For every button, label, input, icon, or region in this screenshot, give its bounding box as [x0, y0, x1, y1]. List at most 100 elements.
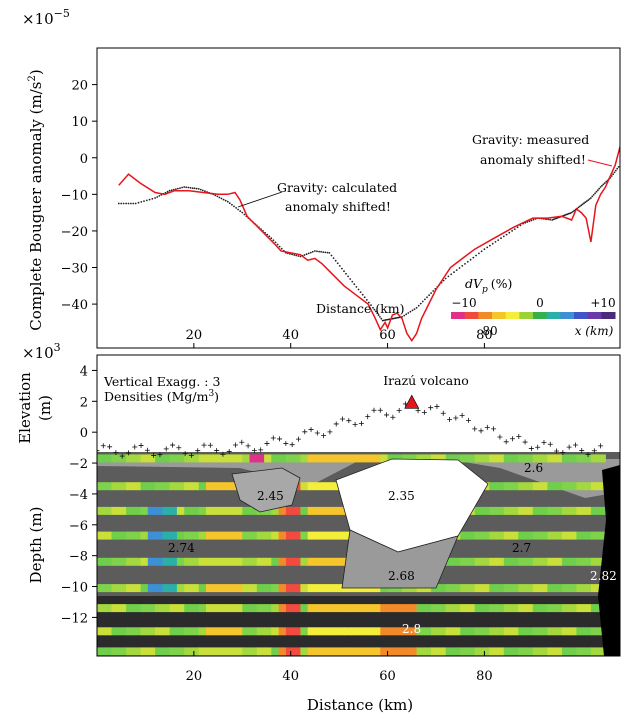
velocity-cell: [344, 647, 352, 655]
velocity-cell: [206, 627, 214, 635]
calculated-point: [146, 200, 148, 202]
velocity-cell: [475, 532, 483, 540]
velocity-cell: [468, 584, 476, 592]
density-label-2-6: 2.6: [524, 461, 543, 475]
calculated-point: [192, 187, 194, 189]
topo-marker: [371, 408, 376, 413]
calculated-point: [154, 197, 156, 199]
topo-marker: [466, 418, 471, 423]
velocity-cell: [242, 604, 250, 612]
topo-marker: [598, 443, 603, 448]
velocity-cell: [104, 532, 112, 540]
velocity-cell: [359, 647, 367, 655]
velocity-cell: [511, 558, 519, 566]
velocity-cell: [482, 532, 490, 540]
velocity-cell: [540, 532, 548, 540]
velocity-cell: [119, 558, 127, 566]
velocity-cell: [555, 604, 563, 612]
velocity-cell: [518, 647, 526, 655]
calculated-point: [353, 283, 355, 285]
top-y-tick-label: −40: [61, 298, 88, 313]
calculated-point: [459, 267, 461, 269]
top-y-tick-label: −20: [61, 225, 88, 240]
topo-marker: [340, 417, 345, 422]
colorbar-axis-label: x (km): [575, 324, 614, 338]
velocity-cell: [221, 627, 229, 635]
calculated-point: [428, 294, 430, 296]
calculated-point: [349, 278, 351, 280]
colorbar-title: dVp (%): [465, 276, 512, 295]
velocity-cell: [518, 558, 526, 566]
calculated-point: [229, 202, 231, 204]
calculated-point: [430, 292, 432, 294]
top-y-tick-label: 10: [71, 115, 88, 130]
calculated-point: [422, 301, 424, 303]
velocity-cell: [97, 604, 105, 612]
velocity-cell: [337, 604, 345, 612]
velocity-cell: [148, 647, 156, 655]
bottom-y-tick-label: 0: [80, 426, 88, 441]
velocity-cell: [148, 558, 156, 566]
velocity-cell: [162, 558, 170, 566]
calculated-point: [412, 310, 414, 312]
calculated-point: [175, 188, 177, 190]
velocity-cell: [453, 584, 461, 592]
velocity-cell: [460, 584, 468, 592]
velocity-cell: [322, 627, 330, 635]
velocity-cell: [300, 584, 308, 592]
calculated-point: [514, 228, 516, 230]
velocity-cell: [533, 482, 541, 490]
velocity-cell: [264, 647, 272, 655]
velocity-cell: [213, 454, 221, 462]
velocity-cell: [184, 627, 192, 635]
calculated-point: [467, 261, 469, 263]
topo-marker: [202, 443, 207, 448]
velocity-cell: [271, 584, 279, 592]
velocity-cell: [351, 627, 359, 635]
velocity-cell: [359, 454, 367, 462]
calculated-point: [225, 200, 227, 202]
calculated-point: [497, 239, 499, 241]
calculated-point: [414, 308, 416, 310]
velocity-cell: [242, 584, 250, 592]
velocity-cell: [191, 627, 199, 635]
velocity-cell: [526, 558, 534, 566]
velocity-cell: [264, 558, 272, 566]
velocity-cell: [526, 604, 534, 612]
velocity-cell: [569, 507, 577, 515]
velocity-cell: [468, 627, 476, 635]
calculated-point: [597, 189, 599, 191]
velocity-cell: [417, 647, 425, 655]
calculated-annotation-line1: Gravity: calculated: [277, 180, 397, 195]
velocity-cell: [468, 454, 476, 462]
velocity-cell: [555, 558, 563, 566]
velocity-cell: [518, 507, 526, 515]
calculated-point: [426, 296, 428, 298]
velocity-cell: [453, 604, 461, 612]
velocity-cell: [576, 558, 584, 566]
velocity-cell: [97, 532, 105, 540]
velocity-cell: [482, 627, 490, 635]
topo-marker: [101, 443, 106, 448]
velocity-cell: [264, 604, 272, 612]
velocity-cell: [322, 647, 330, 655]
calculated-point: [351, 281, 353, 283]
velocity-cell: [279, 558, 287, 566]
velocity-cell: [308, 584, 316, 592]
velocity-cell: [104, 584, 112, 592]
topo-marker: [290, 442, 295, 447]
calculated-point: [445, 278, 447, 280]
velocity-cell: [308, 627, 316, 635]
calculated-point: [475, 255, 477, 257]
velocity-cell: [308, 558, 316, 566]
velocity-cell: [97, 482, 105, 490]
calculated-point: [360, 291, 362, 293]
calculated-point: [549, 219, 551, 221]
velocity-cell: [264, 532, 272, 540]
calculated-point: [461, 265, 463, 267]
calculated-point: [358, 289, 360, 291]
calculated-point: [424, 299, 426, 301]
colorbar-axis-tick: 80: [482, 324, 497, 338]
calculated-point: [219, 197, 221, 199]
topo-marker: [327, 429, 332, 434]
